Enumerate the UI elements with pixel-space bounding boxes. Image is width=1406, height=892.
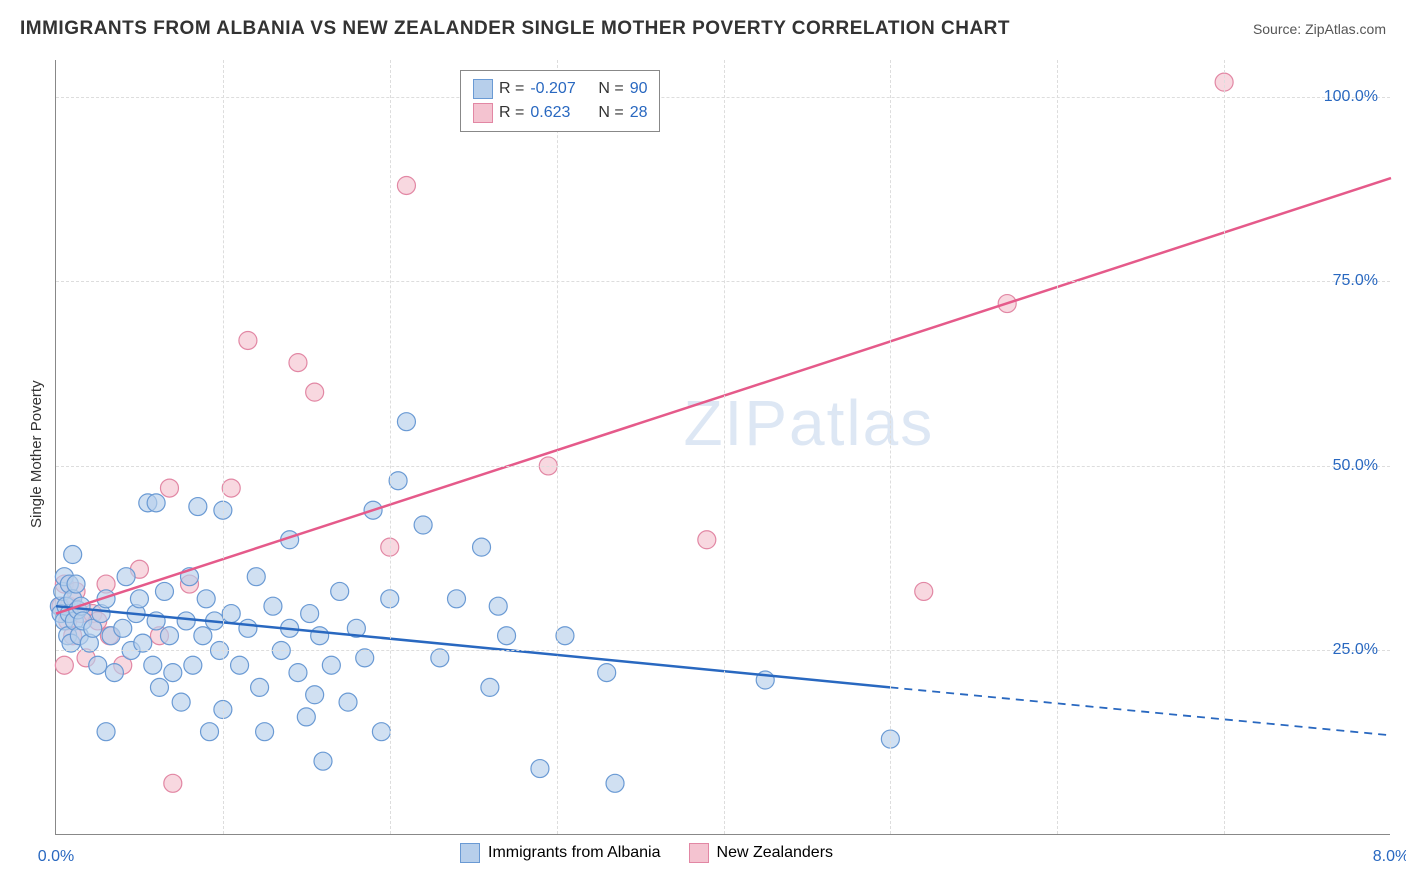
source-label: Source: ZipAtlas.com (1253, 21, 1386, 37)
albania-point (598, 664, 616, 682)
gridline-vertical (724, 60, 725, 834)
newzealand-point (164, 774, 182, 792)
albania-point (172, 693, 190, 711)
newzealand-point (915, 582, 933, 600)
r-value: 0.623 (530, 101, 592, 125)
y-tick-label: 25.0% (1333, 641, 1378, 659)
newzealand-point (239, 331, 257, 349)
albania-trend-line-dashed (890, 687, 1391, 735)
albania-point (397, 413, 415, 431)
albania-point (134, 634, 152, 652)
albania-point (256, 723, 274, 741)
legend-swatch (689, 843, 709, 863)
albania-point (201, 723, 219, 741)
albania-point (231, 656, 249, 674)
albania-point (431, 649, 449, 667)
gridline-vertical (223, 60, 224, 834)
albania-point (155, 582, 173, 600)
gridline-vertical (890, 60, 891, 834)
albania-point (189, 498, 207, 516)
albania-point (114, 619, 132, 637)
albania-point (164, 664, 182, 682)
albania-point (184, 656, 202, 674)
albania-point (67, 575, 85, 593)
albania-point (197, 590, 215, 608)
albania-point (311, 627, 329, 645)
scatter-plot: ZIPatlas 25.0%50.0%75.0%100.0%0.0%8.0% (55, 60, 1390, 835)
legend-swatch (473, 79, 493, 99)
gridline-vertical (1224, 60, 1225, 834)
albania-point (414, 516, 432, 534)
albania-point (147, 494, 165, 512)
x-tick-label: 8.0% (1373, 848, 1406, 866)
gridline-vertical (1057, 60, 1058, 834)
albania-point (251, 678, 269, 696)
albania-point (372, 723, 390, 741)
albania-point (177, 612, 195, 630)
albania-point (531, 760, 549, 778)
newzealand-point (289, 354, 307, 372)
albania-point (105, 664, 123, 682)
albania-point (339, 693, 357, 711)
albania-point (222, 605, 240, 623)
albania-point (144, 656, 162, 674)
series-legend: Immigrants from Albania New Zealanders (460, 843, 833, 863)
albania-point (297, 708, 315, 726)
gridline-vertical (390, 60, 391, 834)
albania-point (314, 752, 332, 770)
albania-point (389, 472, 407, 490)
albania-point (481, 678, 499, 696)
y-axis-label: Single Mother Poverty (28, 380, 45, 528)
newzealand-point (698, 531, 716, 549)
albania-point (473, 538, 491, 556)
legend-row: R = 0.623 N = 28 (473, 101, 647, 125)
legend-label: New Zealanders (717, 844, 834, 862)
newzealand-point (397, 176, 415, 194)
albania-point (556, 627, 574, 645)
chart-title: IMMIGRANTS FROM ALBANIA VS NEW ZEALANDER… (20, 18, 1010, 40)
newzealand-point (222, 479, 240, 497)
albania-point (150, 678, 168, 696)
albania-point (331, 582, 349, 600)
albania-point (64, 546, 82, 564)
newzealand-point (160, 479, 178, 497)
title-bar: IMMIGRANTS FROM ALBANIA VS NEW ZEALANDER… (20, 18, 1386, 40)
albania-point (117, 568, 135, 586)
albania-point (247, 568, 265, 586)
y-tick-label: 100.0% (1324, 88, 1378, 106)
n-value: 28 (630, 101, 648, 125)
albania-point (160, 627, 178, 645)
albania-point (448, 590, 466, 608)
albania-point (301, 605, 319, 623)
albania-point (130, 590, 148, 608)
r-value: -0.207 (530, 77, 592, 101)
y-tick-label: 75.0% (1333, 272, 1378, 290)
correlation-legend: R = -0.207 N = 90 R = 0.623 N = 28 (460, 70, 660, 132)
gridline-vertical (557, 60, 558, 834)
albania-point (322, 656, 340, 674)
legend-swatch (460, 843, 480, 863)
albania-point (498, 627, 516, 645)
y-tick-label: 50.0% (1333, 457, 1378, 475)
legend-item-newzealand: New Zealanders (689, 843, 834, 863)
source-link[interactable]: ZipAtlas.com (1305, 21, 1386, 37)
albania-point (264, 597, 282, 615)
newzealand-point (306, 383, 324, 401)
albania-point (89, 656, 107, 674)
legend-label: Immigrants from Albania (488, 844, 661, 862)
albania-point (194, 627, 212, 645)
legend-row: R = -0.207 N = 90 (473, 77, 647, 101)
albania-point (239, 619, 257, 637)
albania-point (606, 774, 624, 792)
newzealand-point (55, 656, 73, 674)
legend-item-albania: Immigrants from Albania (460, 843, 661, 863)
albania-point (489, 597, 507, 615)
n-value: 90 (630, 77, 648, 101)
albania-point (97, 723, 115, 741)
x-tick-label: 0.0% (38, 848, 74, 866)
albania-point (356, 649, 374, 667)
legend-swatch (473, 103, 493, 123)
albania-point (306, 686, 324, 704)
albania-point (289, 664, 307, 682)
